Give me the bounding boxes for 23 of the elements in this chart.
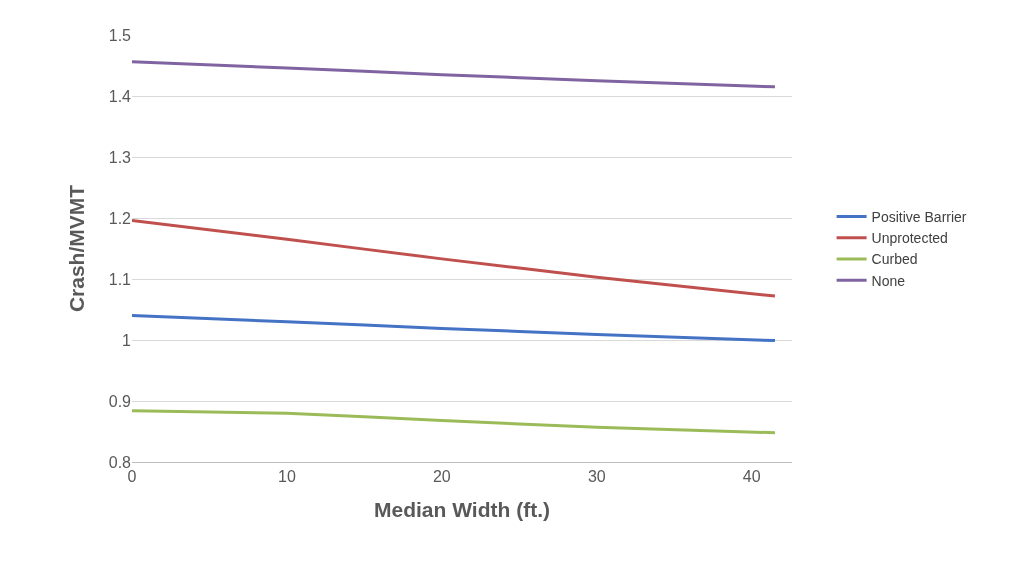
- x-tick-label: 10: [278, 468, 296, 486]
- x-axis-title: Median Width (ft.): [374, 498, 550, 522]
- line-series: [132, 314, 777, 343]
- y-tick-label: 0.9: [108, 392, 132, 410]
- legend-label: Positive Barrier: [871, 209, 967, 226]
- line-series: [132, 218, 777, 298]
- y-tick-label: 1.2: [108, 209, 132, 227]
- x-tick-label: 20: [432, 468, 451, 486]
- line-series: [132, 60, 777, 89]
- y-tick-label: 1: [122, 331, 132, 349]
- legend-label: Unprotected: [871, 230, 948, 247]
- x-tick-label: 0: [127, 468, 137, 486]
- x-tick-label: 40: [742, 468, 761, 486]
- y-tick-label: 1.3: [108, 148, 132, 166]
- y-tick-label: 1.4: [108, 87, 132, 105]
- y-tick-label: 1.1: [108, 270, 132, 288]
- y-axis-title: Crash/MVMT: [64, 184, 88, 313]
- y-tick-label: 1.5: [108, 26, 132, 44]
- legend-label: None: [871, 272, 906, 289]
- y-tick-label: 0.8: [108, 453, 132, 471]
- legend-label: Curbed: [871, 251, 918, 268]
- x-tick-label: 30: [587, 468, 606, 486]
- line-series: [132, 409, 777, 435]
